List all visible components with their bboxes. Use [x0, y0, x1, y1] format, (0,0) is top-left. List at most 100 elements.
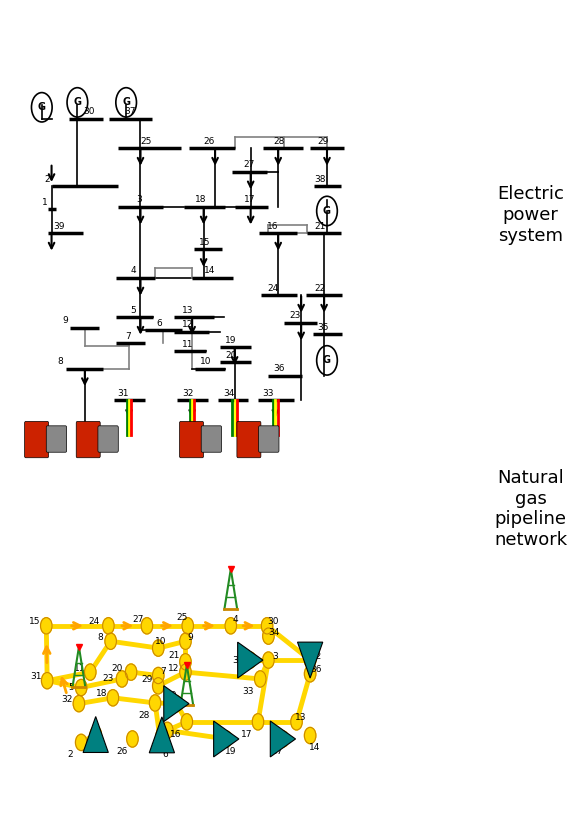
- Text: 37: 37: [125, 107, 136, 116]
- Text: 16: 16: [267, 222, 278, 230]
- Text: 30: 30: [83, 107, 95, 116]
- Text: 25: 25: [176, 613, 188, 622]
- Text: 14: 14: [309, 743, 320, 752]
- Circle shape: [262, 617, 273, 634]
- Text: 18: 18: [96, 689, 107, 698]
- FancyBboxPatch shape: [237, 422, 261, 458]
- Text: 36: 36: [310, 665, 322, 674]
- Circle shape: [181, 713, 193, 730]
- Text: G: G: [38, 102, 46, 113]
- Text: 36: 36: [274, 364, 285, 373]
- Text: 10: 10: [200, 357, 211, 366]
- Text: 15: 15: [199, 238, 211, 247]
- Circle shape: [180, 664, 191, 681]
- Text: 27: 27: [133, 615, 144, 624]
- Text: 20: 20: [225, 350, 236, 359]
- Text: 1: 1: [42, 198, 48, 207]
- FancyBboxPatch shape: [76, 422, 100, 458]
- Text: 11: 11: [74, 663, 86, 672]
- Text: 3: 3: [136, 196, 142, 205]
- Text: 8: 8: [58, 357, 64, 366]
- Polygon shape: [298, 642, 322, 678]
- Text: 12: 12: [168, 663, 180, 672]
- Circle shape: [171, 695, 182, 712]
- Text: 6: 6: [162, 750, 168, 760]
- Text: 23: 23: [290, 312, 301, 321]
- Circle shape: [125, 664, 137, 681]
- Text: 22: 22: [314, 284, 326, 293]
- Text: 37: 37: [271, 746, 283, 755]
- Text: 19: 19: [225, 746, 237, 755]
- Text: 31: 31: [118, 389, 129, 398]
- Circle shape: [304, 666, 316, 682]
- Text: 26: 26: [204, 136, 215, 145]
- Circle shape: [220, 731, 232, 747]
- Text: 12: 12: [182, 321, 193, 330]
- Text: 28: 28: [274, 136, 285, 145]
- FancyBboxPatch shape: [46, 426, 67, 452]
- Circle shape: [141, 617, 153, 634]
- FancyBboxPatch shape: [180, 422, 204, 458]
- Text: 9: 9: [63, 316, 68, 326]
- Text: 27: 27: [244, 160, 255, 169]
- Text: 38: 38: [150, 742, 162, 751]
- Text: 11: 11: [182, 340, 193, 349]
- Circle shape: [75, 734, 87, 750]
- Circle shape: [153, 667, 164, 684]
- Circle shape: [153, 677, 164, 694]
- Circle shape: [73, 695, 85, 712]
- Text: G: G: [323, 206, 331, 216]
- Text: 35: 35: [232, 656, 244, 665]
- Polygon shape: [213, 721, 239, 757]
- Text: 33: 33: [242, 686, 253, 695]
- Circle shape: [116, 671, 128, 687]
- Text: 18: 18: [195, 196, 206, 205]
- Circle shape: [105, 633, 117, 649]
- Text: 17: 17: [241, 730, 252, 739]
- Polygon shape: [83, 717, 108, 752]
- Text: 34: 34: [223, 389, 234, 398]
- Text: 26: 26: [117, 746, 128, 755]
- Text: 38: 38: [314, 175, 325, 184]
- Text: 9: 9: [187, 633, 193, 642]
- Circle shape: [107, 690, 119, 706]
- Circle shape: [41, 672, 53, 689]
- Text: 15: 15: [29, 617, 41, 626]
- Text: 40: 40: [84, 742, 96, 751]
- Text: 16: 16: [169, 730, 181, 739]
- Text: 29: 29: [317, 136, 329, 145]
- Polygon shape: [238, 642, 263, 678]
- Circle shape: [41, 617, 52, 634]
- Text: 25: 25: [140, 136, 152, 145]
- Text: 2: 2: [44, 175, 50, 184]
- Text: 10: 10: [155, 637, 167, 646]
- Text: 7: 7: [126, 332, 131, 341]
- Text: 5: 5: [68, 683, 74, 692]
- Text: 22: 22: [310, 652, 321, 661]
- Text: G: G: [122, 97, 130, 108]
- Text: 21: 21: [314, 222, 326, 230]
- Text: 3: 3: [273, 652, 278, 661]
- Text: 21: 21: [168, 651, 180, 660]
- Text: 17: 17: [244, 196, 255, 205]
- Text: 7: 7: [160, 667, 166, 676]
- Circle shape: [304, 727, 316, 744]
- Text: 6: 6: [156, 319, 162, 328]
- Circle shape: [153, 640, 164, 656]
- Circle shape: [225, 617, 237, 634]
- Text: 28: 28: [138, 711, 149, 720]
- Text: 2: 2: [67, 750, 72, 760]
- Circle shape: [75, 679, 87, 695]
- Text: 8: 8: [97, 633, 103, 642]
- Text: 29: 29: [141, 675, 153, 684]
- Text: 1: 1: [153, 738, 159, 747]
- Circle shape: [291, 713, 302, 730]
- Text: 32: 32: [182, 389, 193, 398]
- Text: G: G: [74, 97, 81, 108]
- Text: G: G: [323, 355, 331, 366]
- Text: 33: 33: [262, 389, 274, 398]
- Text: 39: 39: [53, 222, 65, 230]
- Circle shape: [156, 727, 168, 743]
- Text: 23: 23: [102, 675, 113, 683]
- Circle shape: [90, 727, 102, 742]
